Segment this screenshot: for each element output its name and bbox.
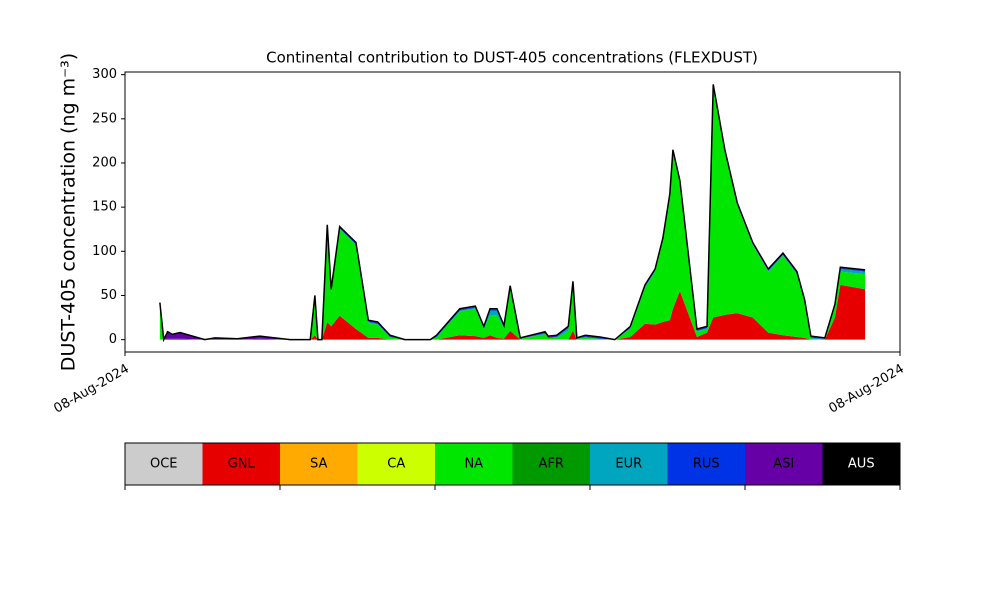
y-tick-label: 100 — [92, 244, 117, 259]
legend-label: CA — [387, 457, 405, 472]
legend-swatch — [357, 443, 435, 485]
legend-label: GNL — [228, 457, 256, 472]
plot-frame — [124, 71, 901, 353]
legend-label: OCE — [150, 457, 178, 472]
legend-swatch — [125, 443, 203, 485]
legend-swatch — [435, 443, 513, 485]
legend-label: ASI — [773, 457, 794, 472]
legend-swatch — [280, 443, 358, 485]
legend-swatch — [202, 443, 280, 485]
legend-swatch — [822, 443, 900, 485]
legend-swatch — [512, 443, 590, 485]
area — [159, 84, 866, 343]
legend-label: AUS — [848, 457, 875, 472]
area — [159, 284, 866, 340]
y-tick-label: 300 — [92, 67, 117, 82]
y-tick-label: 200 — [92, 155, 117, 170]
y-axis-label: DUST-405 concentration (ng m⁻³) — [58, 53, 80, 371]
legend-label: AFR — [539, 457, 564, 472]
legend-label: EUR — [615, 457, 642, 472]
legend-label: NA — [464, 457, 483, 472]
y-tick-label: 150 — [92, 200, 117, 215]
y-tick-label: 0 — [109, 332, 117, 347]
chart-title: Continental contribution to DUST-405 con… — [266, 49, 758, 67]
area — [159, 87, 866, 340]
legend-label: SA — [310, 457, 327, 472]
x-tick-label: 08-Aug-2024 — [826, 362, 906, 417]
legend-frame — [124, 442, 901, 486]
legend-label: RUS — [693, 457, 720, 472]
legend-swatch — [745, 443, 823, 485]
legend-swatch — [590, 443, 668, 485]
y-tick-label: 50 — [100, 288, 117, 303]
legend-swatch — [667, 443, 745, 485]
y-tick-label: 250 — [92, 111, 117, 126]
